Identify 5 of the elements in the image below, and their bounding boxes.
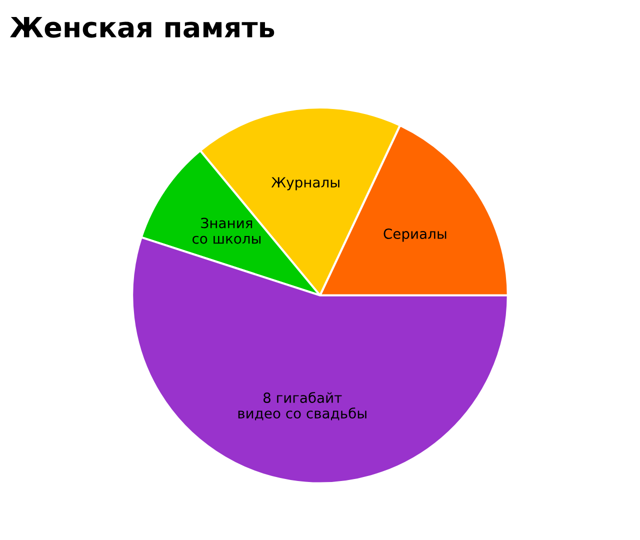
chart-title: Женская память xyxy=(10,17,274,38)
slice-label: Сериалы xyxy=(384,228,446,242)
slice-label: Знания со школы xyxy=(192,218,261,244)
slice-label: Журналы xyxy=(271,177,340,190)
slice-label: 8 гигабайт видео со свадьбы xyxy=(238,392,366,420)
